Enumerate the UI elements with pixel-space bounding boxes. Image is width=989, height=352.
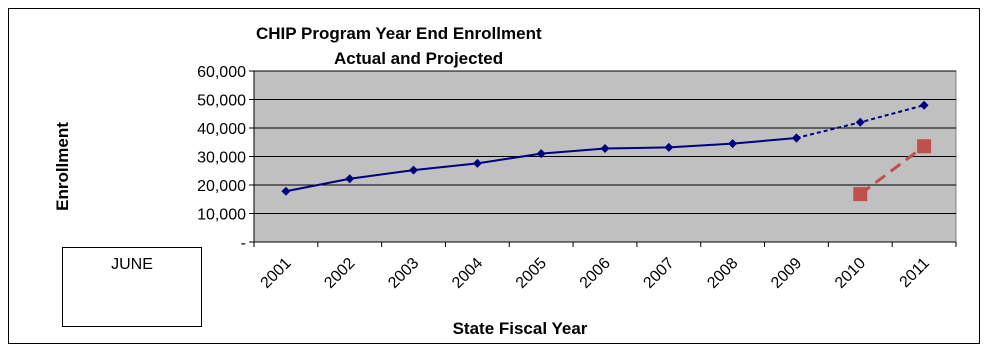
x-tick-label: 2001 [258,255,295,292]
x-tick-label: 2007 [640,255,677,292]
chart-title: CHIP Program Year End Enrollment [256,24,542,43]
y-tick-label: 50,000 [197,93,246,110]
y-tick-label: 10,000 [197,207,246,224]
y-tick-label: 40,000 [197,121,246,138]
data-point-marker [917,139,932,154]
data-point-marker [855,117,865,127]
month-note-text: JUNE [111,256,153,273]
x-tick-label: 2004 [449,255,486,292]
y-tick-label: 20,000 [197,178,246,195]
data-point-marker [536,149,546,159]
chart-frame: - 10,000 20,000 30,000 40,000 50,000 60,000 200… [8,8,980,344]
data-point-marker [664,142,674,152]
data-point-marker [472,158,482,168]
y-tick-label: 60,000 [197,64,246,81]
x-tick-label: 2006 [577,255,614,292]
data-point-marker [600,144,610,154]
x-axis-title: State Fiscal Year [453,319,588,338]
x-tick-label: 2003 [385,255,422,292]
data-point-marker [791,133,801,143]
x-tick-label: 2005 [513,255,550,292]
y-tick-label: - [241,235,246,252]
x-tick-label: 2002 [321,255,358,292]
data-point-marker [281,186,291,196]
data-point-marker [345,174,355,184]
month-note-box: JUNE [62,247,202,327]
x-tick-label: 2010 [832,255,869,292]
data-point-marker [409,165,419,175]
y-axis-title: Enrollment [53,122,72,211]
x-tick-label: 2009 [768,255,805,292]
y-tick-label: 30,000 [197,150,246,167]
chart-subtitle: Actual and Projected [334,49,504,68]
data-point-marker [853,187,868,202]
data-point-marker [919,100,929,110]
x-tick-label: 2011 [897,255,933,291]
enrollment-chart: - 10,000 20,000 30,000 40,000 50,000 60,000 200… [53,64,957,338]
series-line-2 [859,145,925,196]
x-tick-label: 2008 [704,255,741,292]
data-point-marker [728,139,738,149]
